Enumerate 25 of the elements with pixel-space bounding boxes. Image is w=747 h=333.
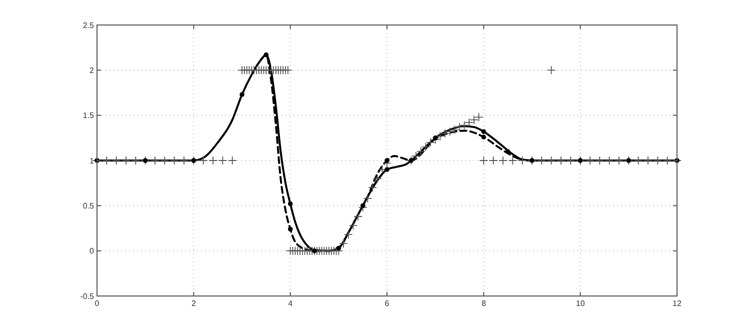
point	[505, 149, 510, 154]
y-tick-label: 1	[90, 156, 95, 166]
x-tick-label: 2	[191, 299, 196, 308]
x-tick-label: 4	[288, 299, 294, 308]
x-tick-label: 12	[672, 299, 682, 308]
point	[384, 158, 390, 163]
x-tick-label: 6	[384, 299, 390, 308]
point	[264, 52, 269, 58]
point	[336, 246, 342, 251]
y-tick-label: 0.5	[82, 201, 95, 210]
x-tick-label: 10	[576, 299, 586, 308]
y-tick-label: 0	[90, 246, 95, 256]
point	[384, 167, 390, 172]
x-tick-label: 8	[481, 299, 486, 308]
point	[481, 129, 486, 134]
point	[288, 226, 293, 232]
y-tick-label: -0.5	[80, 292, 95, 301]
y-tick-label: 1.5	[82, 111, 95, 120]
point	[481, 134, 486, 140]
y-tick-label: 2.5	[82, 20, 95, 30]
point	[240, 92, 244, 97]
point	[288, 201, 293, 206]
point	[432, 136, 438, 140]
y-tick-label: 2	[90, 66, 95, 75]
point	[360, 203, 366, 208]
